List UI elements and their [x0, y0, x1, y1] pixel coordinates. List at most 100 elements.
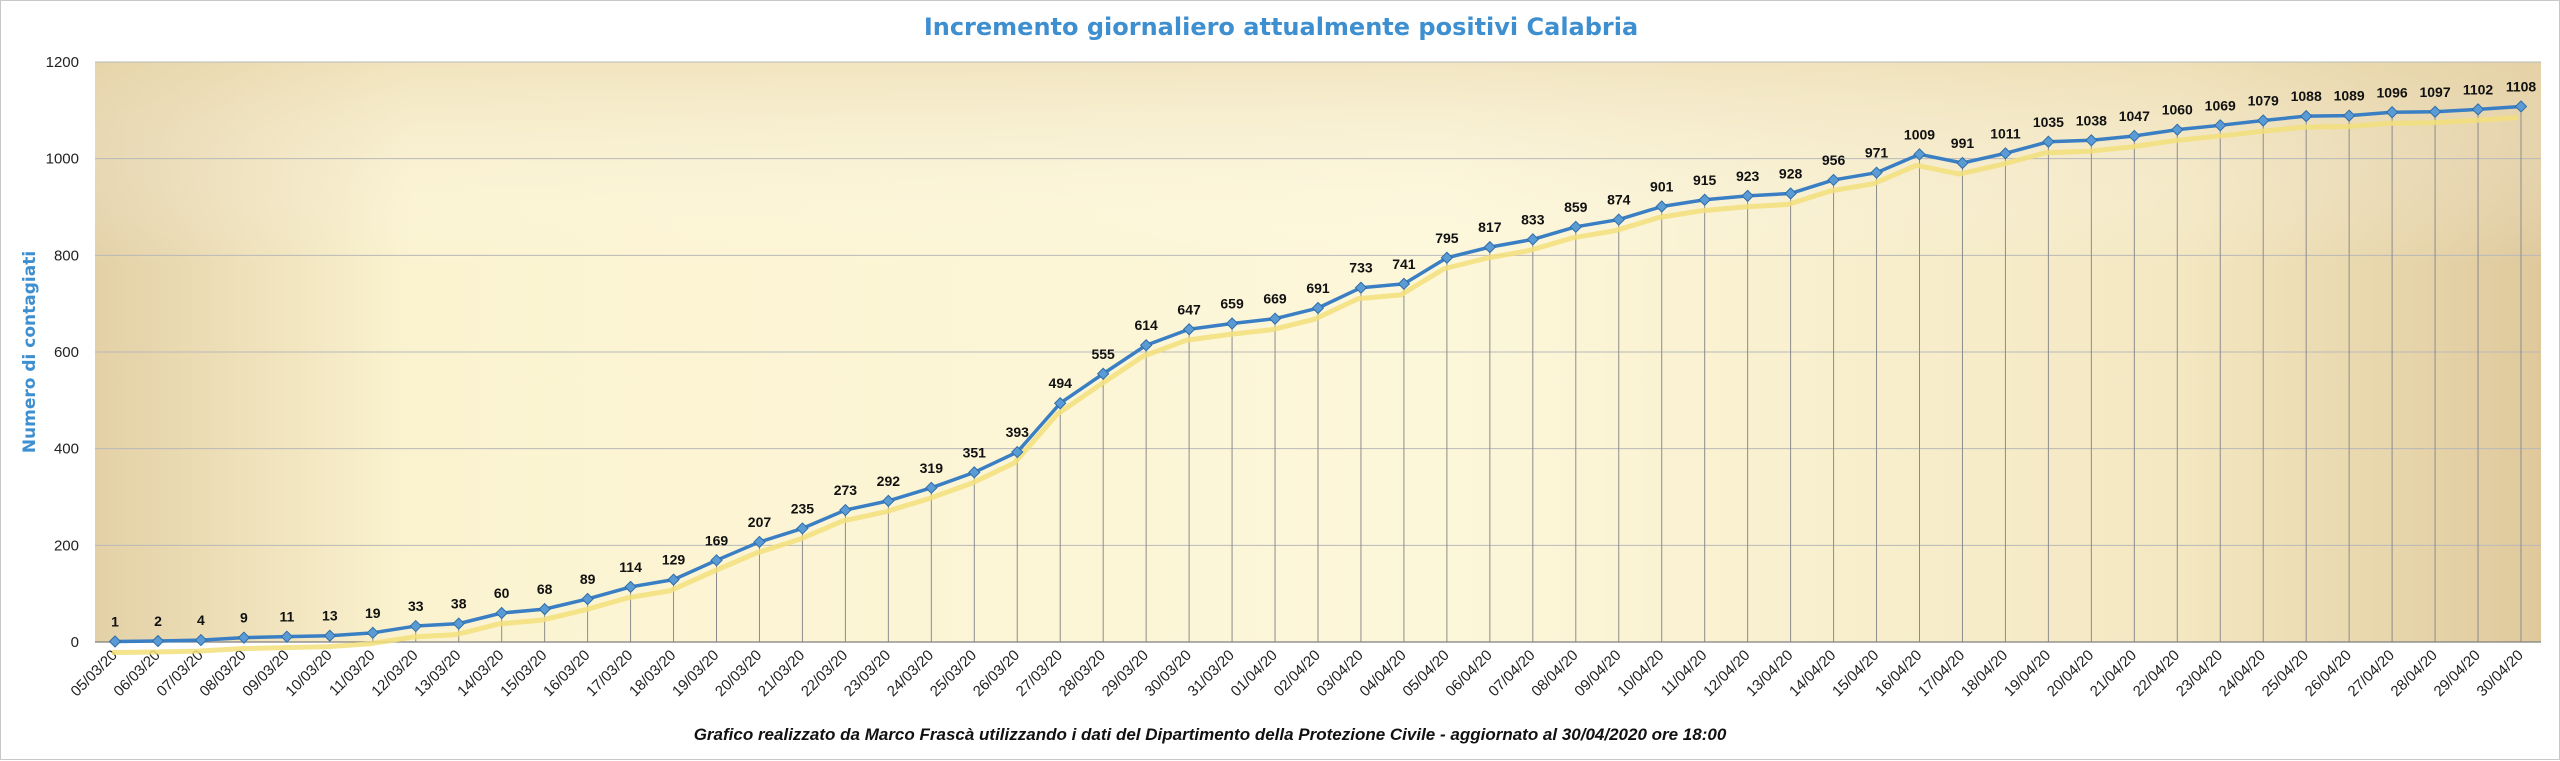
data-point	[667, 573, 680, 586]
data-label: 319	[920, 460, 944, 476]
data-label: 928	[1779, 165, 1803, 181]
x-tick-label: 12/04/20	[1700, 647, 1753, 700]
data-point	[2342, 109, 2356, 122]
data-point	[1483, 240, 1497, 254]
data-point	[1999, 147, 2012, 160]
data-point	[1311, 301, 1325, 315]
data-label: 351	[963, 444, 987, 460]
x-tick-label: 25/04/20	[2259, 647, 2312, 700]
data-label: 956	[1822, 152, 1846, 168]
x-tick-label: 29/04/20	[2431, 647, 2484, 700]
x-tick-label: 30/04/20	[2474, 647, 2527, 700]
x-tick-label: 13/03/20	[411, 647, 464, 700]
data-point	[882, 494, 895, 508]
y-tick-label: 1000	[46, 151, 79, 168]
data-point	[2514, 100, 2528, 113]
data-label: 659	[1220, 295, 1244, 311]
x-tick-label: 26/04/20	[2302, 647, 2355, 700]
data-point	[581, 592, 594, 606]
data-label: 38	[451, 596, 467, 612]
y-tick-label: 600	[54, 344, 79, 361]
data-label: 1089	[2334, 88, 2365, 104]
x-tick-label: 18/04/20	[1958, 647, 2011, 700]
x-tick-label: 23/04/20	[2173, 647, 2226, 700]
data-point	[2128, 129, 2141, 143]
data-point	[323, 629, 337, 642]
x-tick-label: 18/03/20	[626, 647, 679, 700]
data-label: 9	[240, 610, 248, 626]
data-point	[968, 466, 981, 479]
data-label: 129	[662, 552, 686, 568]
x-tick-label: 10/04/20	[1614, 647, 1667, 700]
x-tick-label: 09/04/20	[1571, 647, 1624, 700]
data-point	[2299, 109, 2313, 123]
data-markers	[108, 100, 2528, 648]
data-label: 19	[365, 605, 381, 621]
y-tick-label: 1200	[46, 54, 79, 71]
x-tick-label: 26/03/20	[970, 647, 1023, 700]
x-tick-label: 15/03/20	[497, 647, 550, 700]
data-label: 1088	[2291, 88, 2322, 104]
x-tick-label: 09/03/20	[239, 647, 292, 700]
data-label: 114	[619, 559, 642, 575]
y-tick-label: 800	[54, 247, 79, 264]
data-label: 923	[1736, 168, 1760, 184]
data-label: 669	[1263, 291, 1287, 307]
data-label: 1108	[2506, 78, 2537, 94]
data-point	[2471, 103, 2485, 116]
data-label: 1047	[2119, 108, 2150, 124]
x-tick-label: 27/03/20	[1013, 647, 1066, 700]
data-label: 817	[1478, 219, 1502, 235]
data-label: 691	[1306, 280, 1330, 296]
x-tick-label: 05/04/20	[1399, 647, 1452, 700]
data-label: 555	[1091, 346, 1115, 362]
series-shadow	[111, 114, 2519, 656]
data-point	[1870, 166, 1883, 179]
data-point	[1655, 200, 1668, 213]
x-tick-label: 06/04/20	[1442, 647, 1495, 700]
x-tick-label: 14/03/20	[454, 647, 507, 700]
x-tick-label: 21/04/20	[2087, 647, 2140, 700]
x-tick-label: 23/03/20	[841, 647, 894, 700]
x-tick-label: 29/03/20	[1099, 647, 1152, 700]
data-label: 393	[1006, 424, 1030, 440]
data-label: 733	[1349, 260, 1373, 276]
data-point	[1827, 173, 1840, 187]
x-tick-label: 28/03/20	[1056, 647, 1109, 700]
data-label: 741	[1392, 256, 1416, 272]
data-point	[2171, 123, 2184, 136]
data-point	[1054, 397, 1067, 410]
y-tick-labels: 0 200 400 600 800 1000 1200	[46, 54, 79, 651]
data-label: 901	[1650, 179, 1674, 195]
data-point	[409, 619, 422, 633]
data-point	[1440, 251, 1454, 264]
x-tick-label: 07/04/20	[1485, 647, 1538, 700]
data-label: 833	[1521, 211, 1545, 227]
x-tick-label: 19/04/20	[2001, 647, 2054, 700]
data-point	[2042, 135, 2055, 148]
data-label: 1102	[2463, 81, 2494, 97]
data-label: 991	[1951, 135, 1975, 151]
data-point	[2428, 105, 2442, 118]
x-tick-label: 21/03/20	[755, 647, 808, 700]
data-point	[151, 634, 165, 648]
data-point	[1526, 233, 1540, 246]
x-tick-label: 25/03/20	[927, 647, 980, 700]
data-point	[1139, 339, 1153, 352]
chart-title: Incremento giornaliero attualmente posit…	[924, 13, 1638, 41]
data-point	[280, 630, 294, 643]
x-tick-label: 31/03/20	[1185, 647, 1238, 700]
x-tick-label: 14/04/20	[1786, 647, 1839, 700]
y-axis-label: Numero di contagiati	[20, 251, 40, 453]
x-tick-label: 04/04/20	[1356, 647, 1409, 700]
data-point	[1956, 156, 1969, 170]
data-point	[1225, 317, 1239, 330]
data-label: 33	[408, 598, 424, 614]
y-tick-label: 200	[54, 537, 79, 554]
data-point	[194, 633, 208, 647]
data-label: 874	[1607, 192, 1631, 208]
x-tick-label: 13/04/20	[1743, 647, 1796, 700]
data-point	[366, 626, 379, 640]
data-point	[1784, 187, 1797, 200]
